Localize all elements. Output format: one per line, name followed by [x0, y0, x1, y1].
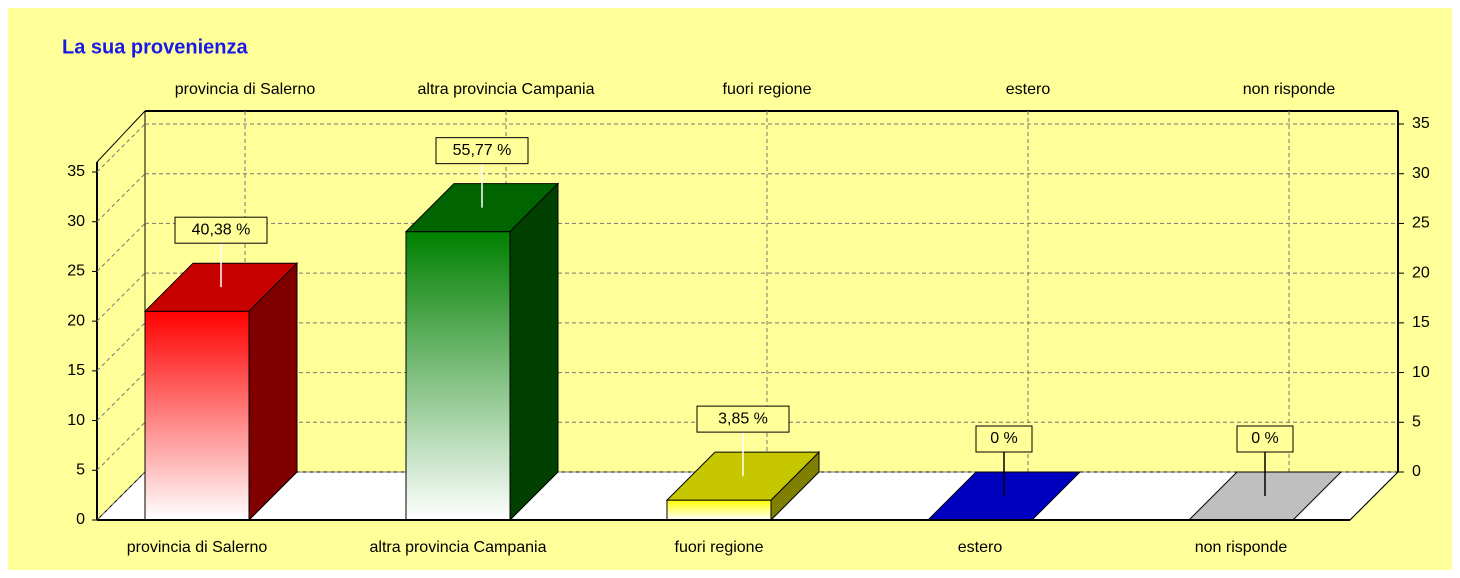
y2-tick-label: 25	[1412, 215, 1430, 232]
y-tick-label: 5	[76, 462, 85, 479]
y2-tick-label: 30	[1412, 165, 1430, 182]
x-tick-label: fuori regione	[675, 539, 764, 556]
x-tick-label: provincia di Salerno	[127, 539, 268, 556]
bar	[144, 310, 250, 521]
y2-tick-label: 35	[1412, 115, 1430, 132]
y-tick-label: 35	[67, 163, 85, 180]
value-label-box	[174, 216, 268, 244]
x-tick-label: estero	[1006, 81, 1051, 98]
x-tick-label: altra provincia Campania	[370, 539, 547, 556]
chart-title: La sua provenienza	[62, 36, 248, 58]
floor-right	[1349, 471, 1399, 521]
y-tick-label: 15	[67, 362, 85, 379]
value-label-box	[975, 425, 1033, 453]
y2-tick-label: 5	[1412, 414, 1421, 431]
value-label: 40,38 %	[192, 221, 251, 238]
grid-line	[96, 372, 146, 421]
y-tick-label: 25	[67, 263, 85, 280]
bar-side	[509, 182, 559, 522]
grid-line	[96, 322, 146, 372]
x-tick-label: estero	[958, 539, 1003, 556]
value-label-box	[696, 405, 790, 433]
x-tick-label: fuori regione	[723, 81, 812, 98]
y-tick-label: 30	[67, 213, 85, 230]
grid-line	[96, 421, 146, 471]
grid-line	[96, 471, 146, 521]
grid-line	[96, 223, 146, 272]
grid-line	[96, 272, 146, 322]
value-label: 0 %	[990, 430, 1018, 447]
grid-line	[96, 123, 146, 173]
x-tick-label: non risponde	[1243, 81, 1336, 98]
x-tick-label: provincia di Salerno	[175, 81, 316, 98]
left-top-edge	[96, 110, 146, 163]
x-tick-label: altra provincia Campania	[418, 81, 595, 98]
value-label: 3,85 %	[718, 410, 768, 427]
y-tick-label: 10	[67, 412, 85, 429]
y2-tick-label: 15	[1412, 314, 1430, 331]
grid-line	[96, 173, 146, 223]
value-label: 0 %	[1251, 430, 1279, 447]
y2-tick-label: 20	[1412, 264, 1430, 281]
y-tick-label: 20	[67, 312, 85, 329]
value-label: 55,77 %	[453, 142, 512, 159]
y2-tick-label: 10	[1412, 364, 1430, 381]
y-tick-label: 0	[76, 511, 85, 528]
value-label-box	[1236, 425, 1294, 453]
bar	[405, 231, 511, 521]
x-tick-label: non risponde	[1195, 539, 1288, 556]
y2-tick-label: 0	[1412, 463, 1421, 480]
value-label-box	[435, 137, 529, 165]
bar	[666, 499, 772, 521]
